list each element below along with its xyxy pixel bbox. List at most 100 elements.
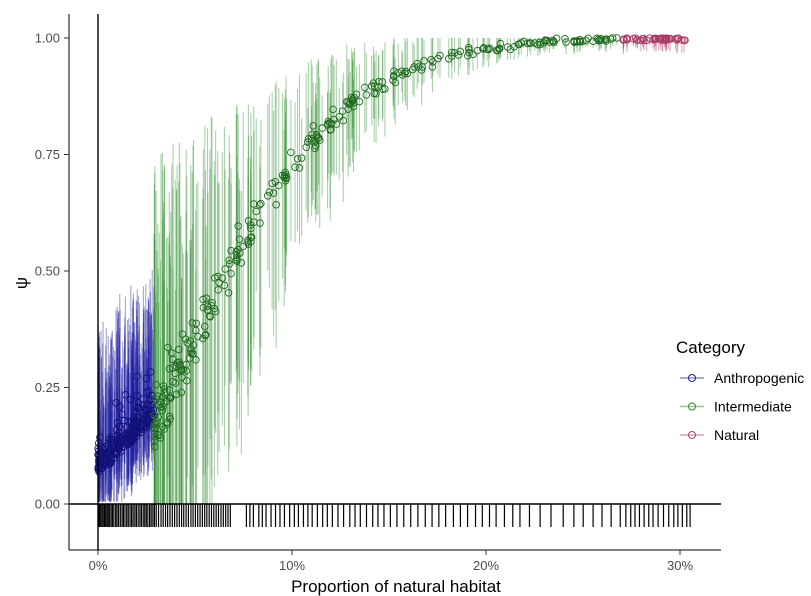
y-axis-title: ψ (12, 277, 31, 289)
data-point (389, 72, 398, 80)
data-point (132, 416, 141, 425)
data-point (256, 219, 264, 227)
data-point (664, 35, 673, 43)
data-point (154, 400, 163, 409)
data-point (139, 420, 148, 428)
rug-marks (97, 504, 691, 527)
data-point (390, 67, 398, 75)
data-point (480, 43, 488, 52)
data-point (375, 77, 383, 86)
data-point (584, 34, 592, 42)
data-point (311, 144, 319, 153)
data-point (350, 99, 358, 107)
data-point (128, 434, 137, 443)
data-point (339, 116, 348, 125)
data-point (673, 36, 681, 44)
data-point (247, 224, 255, 233)
data-point (549, 38, 557, 46)
data-point (232, 248, 240, 256)
data-point (192, 319, 201, 328)
data-point (515, 40, 523, 49)
data-point (263, 192, 272, 200)
data-point (361, 83, 369, 92)
data-point (224, 289, 233, 297)
data-point (135, 425, 144, 433)
data-point (172, 390, 181, 398)
data-point (391, 78, 399, 87)
data-point (496, 39, 505, 48)
legend-label: Anthropogenic (714, 370, 804, 386)
data-point (678, 36, 686, 44)
x-tick-label: 10% (279, 558, 305, 573)
data-point (210, 304, 219, 313)
data-point (158, 406, 167, 415)
data-point (120, 416, 129, 425)
data-point (147, 401, 155, 409)
y-tick-label: 1.00 (35, 31, 60, 46)
data-point (398, 67, 406, 75)
data-point (545, 38, 554, 46)
data-point (192, 326, 200, 335)
data-point (338, 107, 347, 115)
data-point (108, 435, 117, 444)
data-point (307, 134, 315, 143)
data-point (182, 367, 190, 375)
data-point (127, 395, 135, 404)
data-point (345, 100, 353, 109)
x-axis-ticks: 0% 10% 20% 30% (89, 550, 693, 573)
data-point (291, 163, 299, 171)
data-point (146, 405, 154, 413)
legend-title: Category (676, 338, 745, 357)
data-point (133, 372, 141, 380)
x-tick-label: 0% (89, 558, 108, 573)
data-point (233, 257, 241, 265)
x-tick-label: 30% (667, 558, 693, 573)
data-point (162, 397, 171, 405)
data-point (160, 385, 169, 393)
data-point (631, 34, 640, 42)
data-point (464, 51, 472, 60)
data-point (214, 286, 222, 294)
data-point (402, 67, 410, 76)
data-point (315, 136, 324, 144)
data-point (166, 394, 175, 403)
data-point (225, 259, 234, 268)
data-point (633, 36, 642, 44)
data-point (150, 432, 159, 441)
data-point (178, 330, 187, 338)
data-point (171, 379, 180, 387)
y-tick-label: 0.75 (35, 147, 60, 162)
data-point (680, 36, 688, 44)
data-point (456, 47, 465, 56)
data-point (255, 201, 264, 209)
data-point (332, 120, 341, 128)
data-point (535, 38, 544, 47)
data-point (527, 39, 535, 47)
data-point (150, 424, 159, 433)
data-point (143, 401, 152, 410)
data-point (160, 425, 168, 433)
data-point (107, 458, 115, 467)
data-point (362, 91, 371, 99)
data-point (342, 97, 351, 106)
data-point (133, 391, 142, 400)
data-point (235, 249, 244, 257)
data-point (346, 99, 354, 108)
data-point (116, 434, 124, 443)
data-point (158, 393, 167, 401)
data-point (282, 171, 290, 179)
data-point (115, 402, 124, 411)
x-tick-label: 20% (473, 558, 499, 573)
data-point (464, 43, 473, 52)
legend-label: Natural (714, 427, 759, 443)
data-point (410, 63, 418, 71)
data-point (448, 48, 456, 57)
data-point (225, 256, 233, 265)
data-point (186, 337, 195, 345)
data-point (420, 57, 428, 65)
data-point (112, 450, 121, 458)
legend: Category Anthropogenic Intermediate Natura… (676, 338, 804, 443)
data-point (662, 34, 670, 43)
data-point (302, 143, 310, 151)
